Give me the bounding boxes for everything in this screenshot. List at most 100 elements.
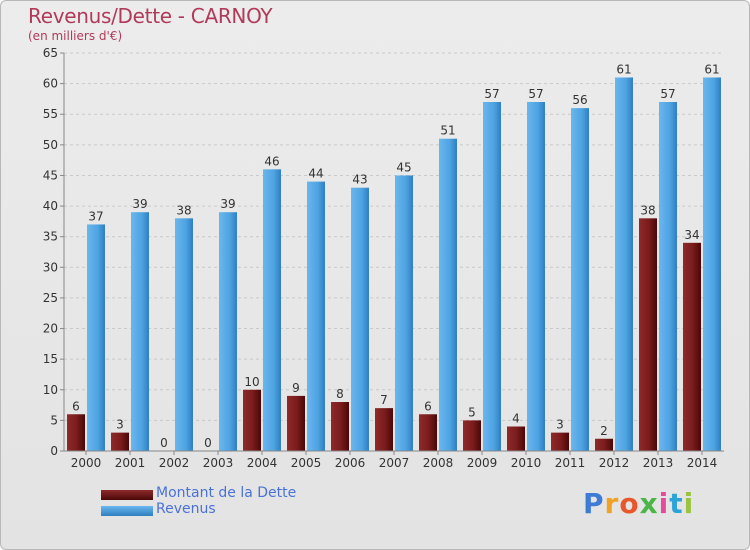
y-tick-label: 5: [50, 413, 58, 427]
logo-letter: P: [583, 487, 605, 520]
y-tick-label: 40: [43, 199, 58, 213]
bar-debt-2001: [111, 432, 129, 451]
chart-title: Revenus/Dette - CARNOY: [28, 4, 273, 28]
bar-debt-2007: [375, 408, 393, 451]
legend-label-revenue: Revenus: [156, 501, 216, 517]
data-label-debt-2014: 34: [684, 228, 699, 242]
data-label-revenue-2008: 51: [440, 124, 455, 138]
x-tick-label: 2004: [247, 456, 278, 470]
x-tick-label: 2014: [687, 456, 718, 470]
bar-debt-2009: [463, 420, 481, 451]
data-label-revenue-2011: 56: [572, 93, 587, 107]
y-tick-label: 30: [43, 260, 58, 274]
bar-debt-2014: [683, 242, 701, 451]
bar-revenue-2006: [351, 187, 369, 451]
y-tick-label: 55: [43, 107, 58, 121]
x-tick-label: 2003: [203, 456, 234, 470]
bar-debt-2006: [331, 402, 349, 451]
bar-revenue-2001: [131, 212, 149, 451]
bar-debt-2013: [639, 218, 657, 451]
data-label-debt-2008: 6: [424, 399, 432, 413]
data-label-revenue-2000: 37: [88, 209, 103, 223]
x-tick-label: 2008: [423, 456, 454, 470]
data-label-debt-2002: 0: [160, 436, 168, 450]
data-label-revenue-2003: 39: [220, 197, 235, 211]
data-label-revenue-2002: 38: [176, 203, 191, 217]
x-tick-label: 2002: [159, 456, 190, 470]
x-axis: 2000 2001 2002 2003 2004 2005 2006 2007 2008 2009…: [64, 450, 724, 470]
bar-revenue-2008: [439, 138, 457, 451]
x-tick-label: 2010: [511, 456, 542, 470]
x-tick-label: 2011: [555, 456, 586, 470]
data-label-debt-2006: 8: [336, 387, 344, 401]
y-axis: 0 5 10 15 20 25 30 35 40 45 50 55 60 65: [43, 46, 65, 458]
x-tick-label: 2001: [115, 456, 146, 470]
y-tick-label: 15: [43, 352, 58, 366]
data-label-revenue-2001: 39: [132, 197, 147, 211]
proxiti-logo: Proxiti: [583, 487, 694, 520]
data-label-debt-2000: 6: [72, 399, 80, 413]
x-tick-label: 2005: [291, 456, 322, 470]
y-tick-label: 20: [43, 322, 58, 336]
x-tick-label: 2006: [335, 456, 366, 470]
y-tick-label: 25: [43, 291, 58, 305]
logo-letter: x: [639, 487, 659, 520]
bar-revenue-2000: [87, 224, 105, 451]
data-label-debt-2013: 38: [640, 203, 655, 217]
y-tick-label: 60: [43, 77, 58, 91]
bar-debt-2008: [419, 414, 437, 451]
bar-revenue-2010: [527, 101, 545, 451]
chart-subtitle: (en milliers d'€): [28, 29, 123, 43]
bar-debt-2011: [551, 432, 569, 451]
data-label-debt-2001: 3: [116, 418, 124, 432]
data-label-revenue-2006: 43: [352, 173, 367, 187]
data-label-debt-2004: 10: [244, 375, 259, 389]
bar-revenue-2007: [395, 175, 413, 451]
legend-swatch-revenue: [101, 506, 153, 516]
data-label-revenue-2009: 57: [484, 87, 499, 101]
bar-revenue-2003: [219, 212, 237, 451]
legend-label-debt: Montant de la Dette: [156, 485, 297, 501]
x-tick-label: 2013: [643, 456, 674, 470]
data-label-revenue-2004: 46: [264, 154, 279, 168]
data-label-revenue-2007: 45: [396, 160, 411, 174]
bar-revenue-2005: [307, 181, 325, 452]
y-tick-label: 50: [43, 138, 58, 152]
bar-revenue-2012: [615, 77, 633, 451]
x-tick-label: 2009: [467, 456, 498, 470]
bar-revenue-2013: [659, 101, 677, 451]
bar-debt-2000: [67, 414, 85, 451]
y-tick-label: 35: [43, 230, 58, 244]
data-label-revenue-2014: 61: [704, 62, 719, 76]
data-label-revenue-2013: 57: [660, 87, 675, 101]
bar-revenue-2009: [483, 101, 501, 451]
bar-layer: 6 37 3 39 0 38 0 39 10 46 9 44 8 43 7 45 6 51 5 57 4 57 3 56 2 61…: [67, 62, 721, 452]
y-tick-label: 65: [43, 46, 58, 60]
bar-debt-2004: [243, 389, 261, 451]
logo-letter: r: [604, 487, 620, 520]
bar-revenue-2004: [263, 169, 281, 452]
bar-revenue-2002: [175, 218, 193, 451]
data-label-debt-2012: 2: [600, 424, 608, 438]
logo-letter: i: [658, 487, 670, 520]
bar-debt-2010: [507, 426, 525, 451]
bar-debt-2012: [595, 438, 613, 451]
x-tick-label: 2012: [599, 456, 630, 470]
data-label-debt-2010: 4: [512, 412, 520, 426]
data-label-debt-2009: 5: [468, 405, 476, 419]
logo-letter: i: [683, 487, 695, 520]
data-label-debt-2003: 0: [204, 436, 212, 450]
bar-debt-2005: [287, 395, 305, 451]
data-label-debt-2007: 7: [380, 393, 388, 407]
bar-revenue-2014: [703, 77, 721, 451]
y-tick-label: 10: [43, 383, 58, 397]
logo-letter: t: [669, 487, 684, 520]
data-label-debt-2005: 9: [292, 381, 300, 395]
y-tick-label: 0: [50, 444, 58, 458]
data-label-revenue-2005: 44: [308, 167, 323, 181]
logo-letter: o: [619, 487, 640, 520]
y-tick-label: 45: [43, 168, 58, 182]
data-label-debt-2011: 3: [556, 418, 564, 432]
